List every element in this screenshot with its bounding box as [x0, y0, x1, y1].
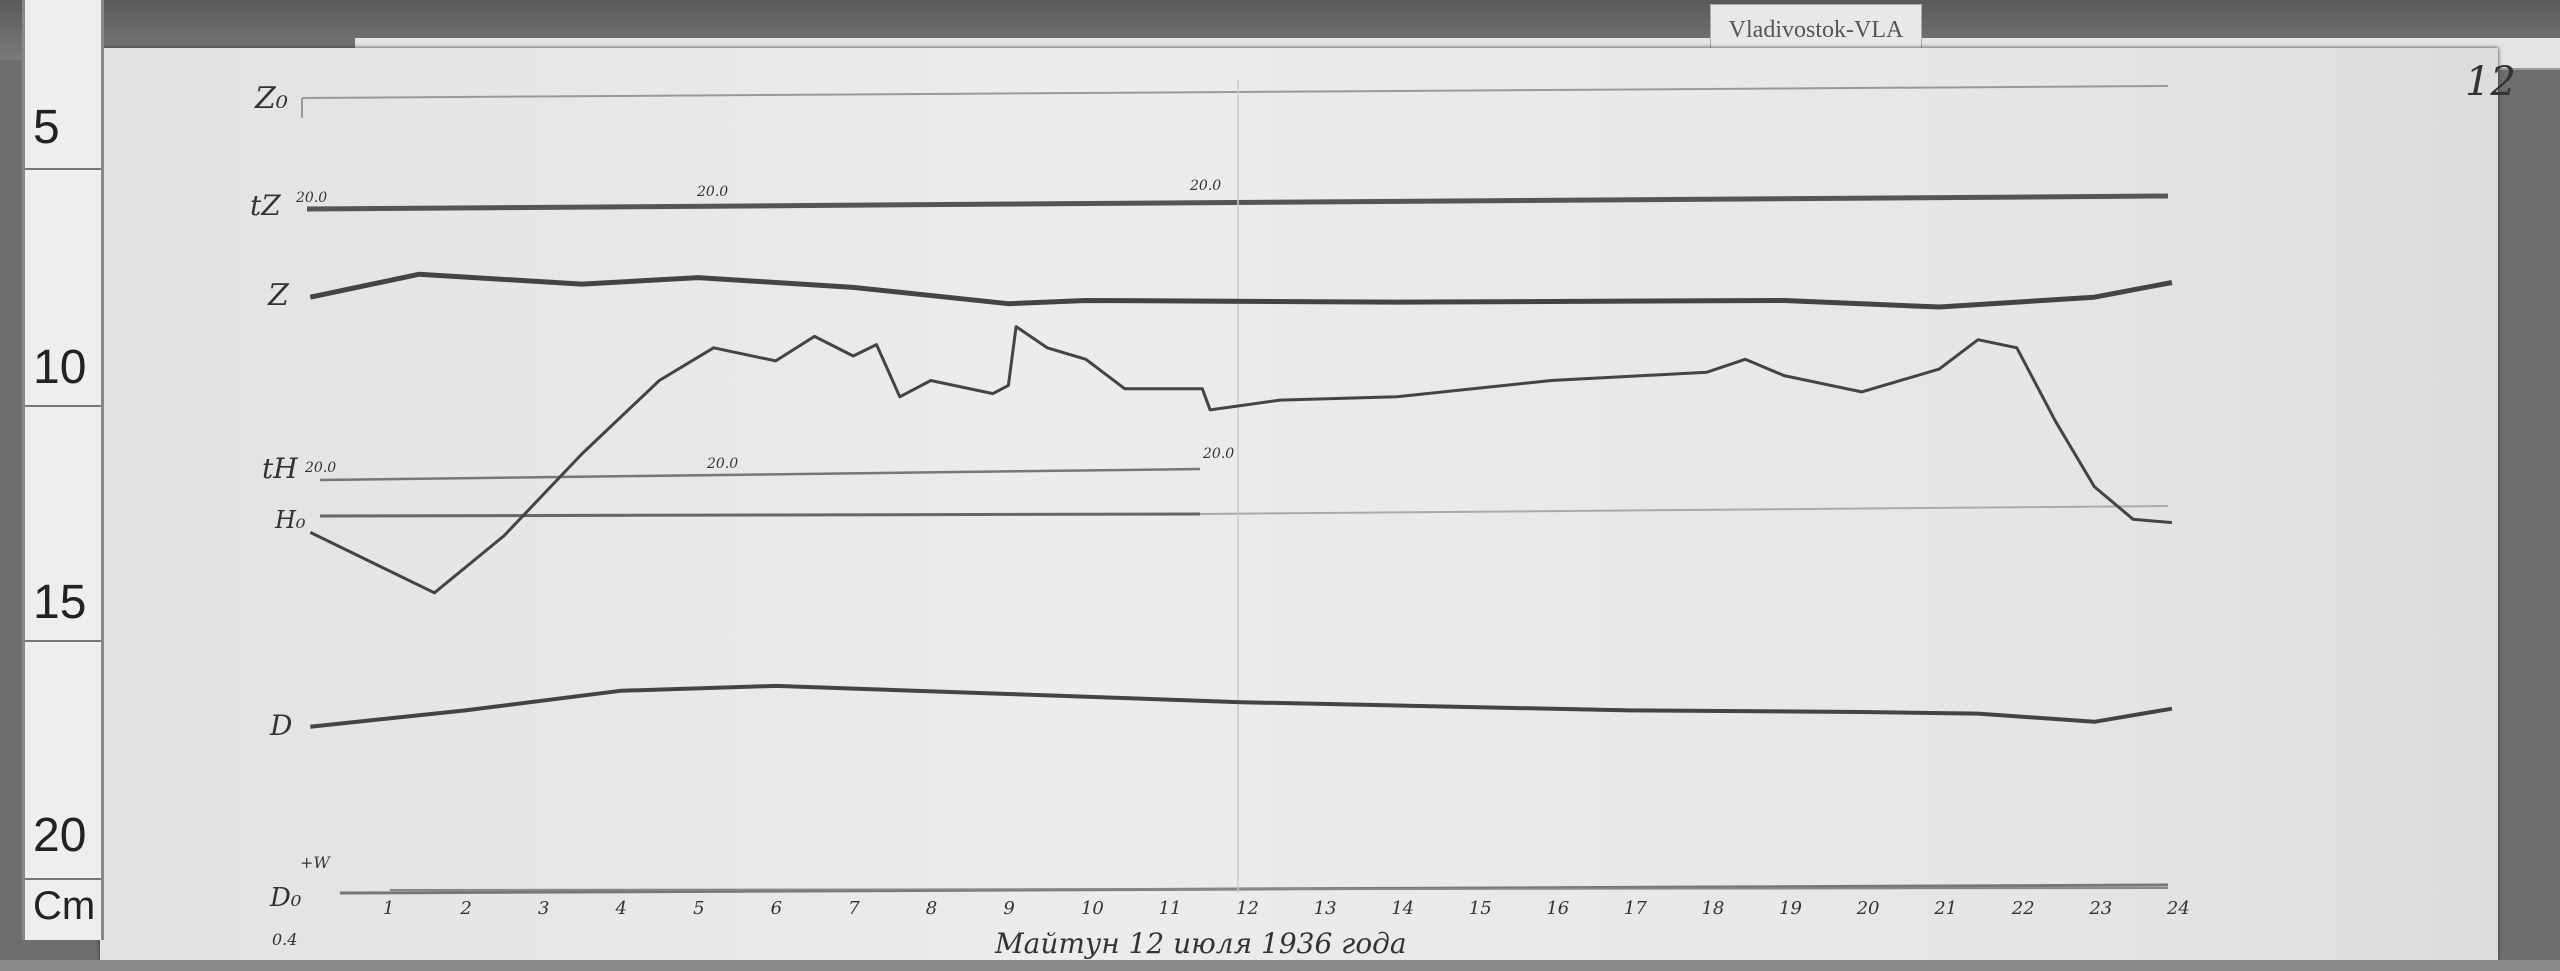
hour-tick-label: 24	[2166, 898, 2190, 919]
hour-tick-label: 4	[615, 898, 627, 919]
hour-tick-label: 19	[1779, 898, 1802, 919]
ruler-mark: 20	[33, 809, 87, 862]
th-line	[319, 467, 1201, 482]
th-temp-label: 20.0	[706, 456, 738, 472]
hour-tick-label: 15	[1469, 898, 1492, 919]
hour-tick-label: 11	[1159, 898, 1182, 919]
hour-tick-label: 10	[1081, 898, 1104, 919]
hour-tick-label: 14	[1391, 898, 1414, 919]
hour-tick-label: 17	[1624, 898, 1647, 919]
th-label: tH	[262, 452, 298, 485]
h0-baseline-faint	[1199, 505, 2169, 515]
hour-tick-label: 21	[1933, 898, 1957, 919]
corner-label: 0.4	[272, 930, 297, 949]
ruler-line	[25, 878, 101, 880]
ruler-line	[25, 640, 101, 642]
hour-tick-label: 7	[848, 898, 860, 919]
hour-tick-label: 1	[383, 898, 394, 919]
hour-tick-label: 16	[1546, 898, 1569, 919]
hour-tick-label: 9	[1003, 898, 1014, 919]
hour-tick-label: 23	[2088, 898, 2112, 919]
trace-h	[309, 325, 2173, 595]
d-label: D	[269, 709, 292, 742]
ruler-mark: 15	[33, 576, 87, 629]
th-temp-label: 20.0	[304, 460, 336, 476]
plus-w-label: +W	[300, 853, 331, 872]
tz-temp-label: 20.0	[1189, 178, 1221, 194]
ruler-line	[25, 405, 101, 407]
z0-baseline	[301, 85, 2169, 99]
trace-z	[309, 271, 2173, 310]
trace-d	[310, 683, 2173, 729]
hour-tick-label: 3	[538, 898, 549, 919]
bottom-edge	[0, 960, 2560, 971]
hour-tick-label: 6	[771, 898, 782, 919]
hour-tick-label: 12	[1236, 898, 1259, 919]
ruler-mark: 10	[33, 341, 87, 394]
h0-baseline	[319, 512, 1201, 518]
tz-label: tZ	[250, 189, 281, 222]
ruler-mark: 5	[33, 101, 60, 154]
caption: Майтун 12 июля 1936 года	[994, 927, 1407, 960]
sheet-number: 12	[2465, 59, 2516, 105]
hour-tick-label: 13	[1314, 898, 1337, 919]
tz-temp-label: 20.0	[696, 184, 728, 200]
ruler: 5 10 15 20 Cm	[22, 0, 104, 940]
ruler-line	[25, 168, 101, 170]
h0-label: H₀	[274, 506, 306, 534]
tz-temp-label: 20.0	[295, 190, 327, 206]
th-temp-label: 20.0	[1202, 446, 1234, 462]
hour-tick-label: 8	[926, 898, 937, 919]
hour-tick-label: 20	[1856, 898, 1880, 919]
z-label: Z	[267, 278, 290, 313]
hour-tick-label: 18	[1701, 898, 1724, 919]
ruler-unit: Cm	[33, 884, 96, 928]
hour-tick-label: 5	[693, 898, 704, 919]
hour-tick-label: 2	[459, 898, 471, 919]
d0-label: D₀	[269, 883, 302, 913]
time-mark-line	[389, 887, 2169, 891]
hour-tick-label: 22	[2011, 898, 2035, 919]
z0-label: Z₀	[254, 81, 288, 116]
